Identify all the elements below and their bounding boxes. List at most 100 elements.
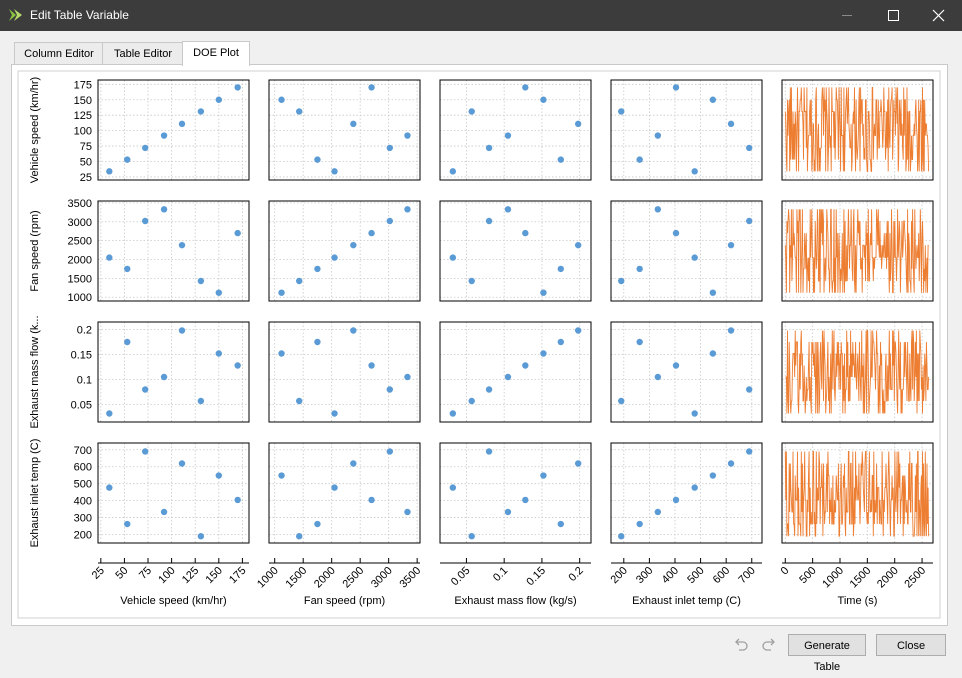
scatter-point (504, 206, 512, 213)
scatter-point (522, 84, 529, 91)
scatter-point (540, 472, 547, 479)
y-axis-label: Vehicle speed (km/hr) (29, 77, 41, 183)
scatter-point (672, 496, 680, 504)
scatter-point (331, 254, 338, 261)
scatter-point (124, 156, 131, 163)
scatter-point (654, 206, 662, 213)
scatter-point (314, 338, 321, 346)
scatter-point (654, 132, 662, 139)
scatter-point (574, 120, 582, 128)
undo-icon[interactable] (732, 636, 750, 654)
scatter-point (485, 144, 493, 152)
plot-frame (781, 442, 934, 544)
x-tick-label: 3000 (369, 565, 395, 591)
scatter-point (618, 277, 625, 285)
scatter-point (350, 241, 357, 249)
x-tick-label: 150 (203, 565, 224, 586)
scatter-point (234, 496, 241, 504)
y-tick-label: 0.15 (71, 350, 92, 362)
plot-frame (439, 79, 592, 181)
app-logo-icon (9, 9, 22, 21)
x-axis-label: Fan speed (rpm) (304, 595, 385, 607)
time-series-line (784, 451, 930, 537)
scatter-point (106, 168, 113, 175)
close-button[interactable]: Close (876, 634, 946, 656)
x-tick-label: 175 (227, 565, 248, 586)
scatter-point (746, 144, 753, 152)
y-tick-label: 150 (74, 95, 92, 107)
scatter-point (368, 496, 375, 504)
minimize-icon[interactable] (824, 0, 870, 31)
scatter-point (618, 533, 625, 540)
plot-frame (610, 321, 763, 423)
scatter-point (314, 265, 321, 273)
scatter-point (654, 373, 662, 381)
scatter-point (368, 229, 375, 237)
y-tick-label: 300 (74, 513, 92, 525)
x-axis-label: Time (s) (838, 595, 878, 607)
plot-frame (781, 79, 934, 181)
scatter-point (350, 120, 357, 128)
scatter-point (106, 254, 113, 261)
y-tick-label: 50 (80, 156, 92, 168)
tab-table-editor[interactable]: Table Editor (102, 42, 184, 65)
scatter-point (124, 520, 131, 528)
x-tick-label: 200 (608, 565, 629, 586)
x-axis-label: Exhaust mass flow (kg/s) (454, 595, 576, 607)
scatter-point (141, 144, 149, 152)
x-tick-label: 125 (180, 565, 201, 586)
scatter-point (449, 410, 457, 417)
scatter-point (449, 168, 457, 175)
plot-frame (781, 200, 934, 302)
scatter-point (124, 265, 131, 273)
plot-frame (268, 321, 421, 423)
y-tick-label: 1000 (68, 292, 92, 304)
tab-doe-plot[interactable]: DOE Plot (182, 41, 250, 66)
tab-column-editor[interactable]: Column Editor (14, 42, 104, 65)
maximize-icon[interactable] (870, 0, 916, 31)
y-tick-label: 0.1 (77, 375, 92, 387)
scatter-point (234, 84, 241, 91)
scatter-point (504, 373, 512, 381)
scatter-point (636, 265, 643, 273)
redo-icon[interactable] (760, 636, 778, 654)
x-axis-label: Exhaust inlet temp (C) (632, 595, 741, 607)
scatter-point (215, 472, 222, 479)
plot-frame (610, 200, 763, 302)
scatter-point (691, 410, 698, 417)
scatter-point (618, 397, 625, 405)
scatter-point (386, 144, 393, 152)
scatter-point (636, 338, 643, 346)
x-tick-label: 700 (736, 565, 757, 586)
scatter-point (197, 533, 205, 540)
scatter-point (746, 217, 753, 225)
scatter-point (296, 533, 303, 540)
scatter-point (350, 460, 357, 467)
x-tick-label: 2000 (312, 565, 338, 591)
y-tick-label: 700 (74, 445, 92, 457)
y-tick-label: 25 (80, 172, 92, 184)
scatter-point (636, 156, 643, 163)
scatter-point (672, 84, 680, 91)
close-window-icon[interactable] (916, 0, 962, 31)
scatter-point (672, 229, 680, 237)
y-tick-label: 0.05 (71, 400, 92, 412)
scatter-point (106, 484, 113, 491)
generate-table-button[interactable]: Generate Table (788, 634, 866, 673)
y-tick-label: 175 (74, 79, 92, 91)
y-tick-label: 2500 (68, 236, 92, 248)
scatter-point (124, 338, 131, 346)
scatter-point (234, 229, 241, 237)
scatter-point (386, 386, 393, 393)
scatter-point (234, 362, 241, 369)
y-tick-label: 0.2 (77, 325, 92, 337)
scatter-point (197, 277, 205, 285)
scatter-point (468, 108, 475, 115)
scatter-point (331, 484, 338, 491)
scatter-point (178, 327, 186, 334)
time-series-line (784, 86, 930, 172)
x-axis-label: Vehicle speed (km/hr) (120, 595, 226, 607)
y-tick-label: 2000 (68, 254, 92, 266)
scatter-point (727, 241, 735, 249)
scatter-point (404, 508, 411, 516)
